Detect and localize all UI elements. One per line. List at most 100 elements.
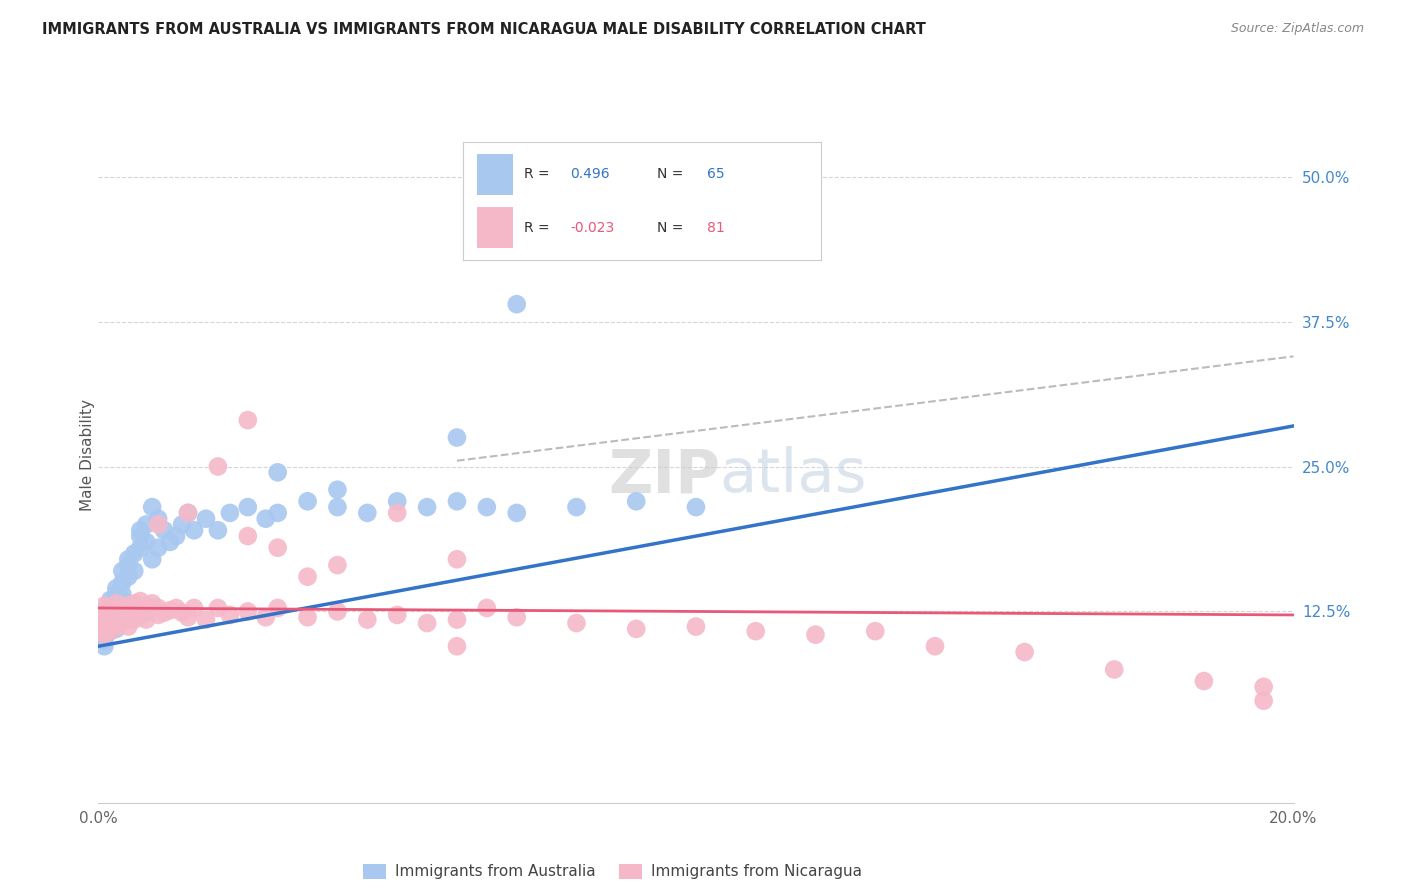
Point <box>117 606 139 620</box>
Point <box>129 594 152 608</box>
Legend: Immigrants from Australia, Immigrants from Nicaragua: Immigrants from Australia, Immigrants fr… <box>357 857 868 886</box>
Point <box>153 523 176 537</box>
Point <box>159 603 181 617</box>
Point <box>100 619 122 633</box>
Point <box>135 606 157 620</box>
Point <box>141 601 163 615</box>
Point <box>117 558 139 573</box>
Point <box>297 570 319 584</box>
Point <box>506 610 529 624</box>
Point <box>326 500 349 514</box>
Point <box>100 615 122 630</box>
Point <box>446 639 468 653</box>
Point <box>124 603 146 617</box>
Point <box>153 606 176 620</box>
Point <box>111 613 134 627</box>
Point <box>326 483 349 497</box>
Point <box>254 610 277 624</box>
Point <box>141 500 163 514</box>
Point <box>117 619 139 633</box>
Point <box>93 633 115 648</box>
Point <box>129 523 152 537</box>
Point <box>124 546 146 561</box>
Point <box>100 607 122 622</box>
Point <box>236 413 259 427</box>
Point <box>135 517 157 532</box>
Point <box>105 603 128 617</box>
Point <box>93 615 115 630</box>
Point <box>111 564 134 578</box>
Point <box>177 506 200 520</box>
Point <box>236 605 259 619</box>
Point <box>177 610 200 624</box>
Point <box>1253 680 1275 694</box>
Point <box>165 601 187 615</box>
Point <box>626 622 648 636</box>
Point <box>141 552 163 566</box>
Point <box>124 564 146 578</box>
Point <box>685 619 707 633</box>
Point <box>105 587 128 601</box>
Point <box>254 512 277 526</box>
Point <box>267 541 290 555</box>
Text: IMMIGRANTS FROM AUSTRALIA VS IMMIGRANTS FROM NICARAGUA MALE DISABILITY CORRELATI: IMMIGRANTS FROM AUSTRALIA VS IMMIGRANTS … <box>42 22 927 37</box>
Point <box>356 613 378 627</box>
Point <box>177 506 200 520</box>
Point <box>93 610 115 624</box>
Point <box>105 613 128 627</box>
Point <box>93 615 115 630</box>
Point <box>685 500 707 514</box>
Point <box>924 639 946 653</box>
Point <box>93 639 115 653</box>
Point <box>111 592 134 607</box>
Point <box>129 529 152 543</box>
Point <box>267 601 290 615</box>
Point <box>446 494 468 508</box>
Point <box>148 512 170 526</box>
Point <box>129 607 152 622</box>
Point <box>326 605 349 619</box>
Point <box>124 596 146 610</box>
Point <box>111 587 134 601</box>
Point <box>1192 674 1215 689</box>
Point <box>111 575 134 590</box>
Point <box>195 512 218 526</box>
Point <box>326 558 349 573</box>
Point <box>100 624 122 639</box>
Point <box>129 601 152 615</box>
Point <box>117 552 139 566</box>
Point <box>416 615 439 630</box>
Point <box>565 500 588 514</box>
Point <box>165 529 187 543</box>
Point <box>183 523 205 537</box>
Point <box>129 541 152 555</box>
Point <box>207 459 229 474</box>
Point <box>93 605 115 619</box>
Point <box>172 517 194 532</box>
Point <box>207 601 229 615</box>
Point <box>105 610 128 624</box>
Point <box>297 494 319 508</box>
Point <box>100 605 122 619</box>
Point <box>111 601 134 615</box>
Point <box>219 607 242 622</box>
Point <box>506 297 529 311</box>
Point <box>135 534 157 549</box>
Point <box>100 619 122 633</box>
Point <box>385 607 409 622</box>
Point <box>148 601 170 615</box>
Point <box>236 529 259 543</box>
Point <box>111 607 134 622</box>
Point <box>93 622 115 636</box>
Point <box>626 494 648 508</box>
Point <box>148 541 170 555</box>
Point <box>1253 694 1275 708</box>
Point <box>105 606 128 620</box>
Point <box>172 606 194 620</box>
Point <box>111 615 134 629</box>
Point <box>297 610 319 624</box>
Point <box>745 624 768 639</box>
Point <box>100 601 122 615</box>
Point <box>236 500 259 514</box>
Point <box>105 582 128 596</box>
